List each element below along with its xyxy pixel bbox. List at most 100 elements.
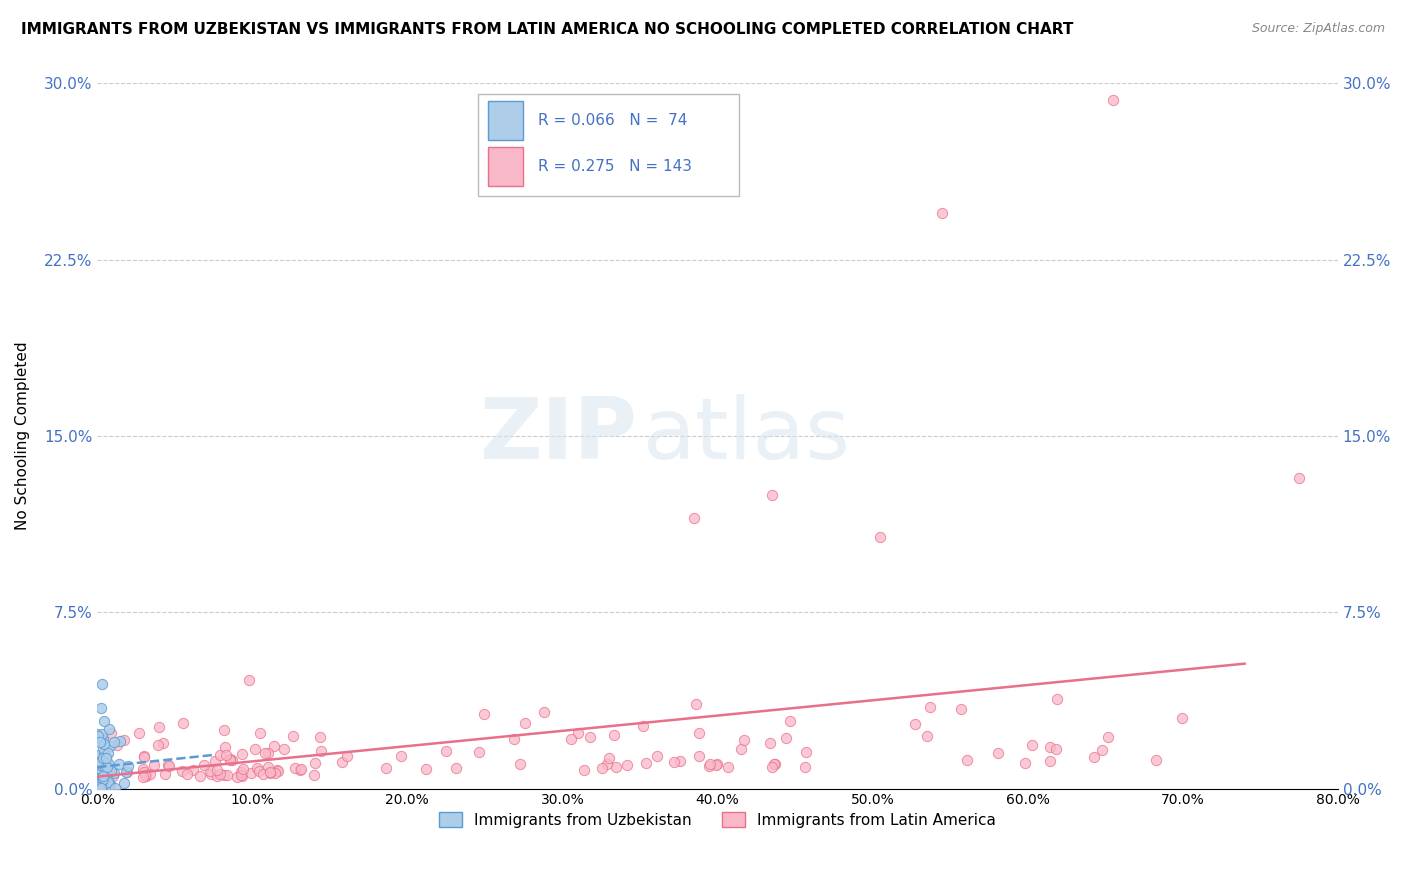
Point — [87, 751, 110, 765]
Point — [513, 716, 536, 731]
Point — [132, 749, 155, 764]
Point — [112, 733, 135, 747]
Point — [86, 767, 108, 781]
Point — [931, 205, 953, 219]
Point — [238, 673, 260, 687]
Point — [591, 760, 613, 774]
Point — [688, 749, 710, 764]
Point — [243, 742, 266, 756]
Text: R = 0.275   N = 143: R = 0.275 N = 143 — [537, 159, 692, 174]
Point — [90, 774, 112, 789]
Point — [112, 776, 135, 790]
Point — [697, 759, 720, 773]
Point — [616, 758, 638, 772]
Point — [134, 768, 156, 782]
Point — [1170, 710, 1192, 724]
Point — [93, 714, 115, 728]
Point — [91, 677, 114, 691]
Point — [664, 755, 686, 769]
Point — [1046, 692, 1069, 706]
Point — [598, 750, 620, 764]
Point — [96, 778, 118, 792]
Point — [259, 765, 281, 780]
Point — [90, 733, 112, 747]
Point — [596, 756, 619, 771]
Point — [231, 769, 253, 783]
Point — [706, 757, 728, 772]
Point — [87, 767, 110, 781]
Point — [172, 764, 194, 778]
Point — [204, 754, 226, 768]
Text: R = 0.066   N =  74: R = 0.066 N = 74 — [537, 113, 688, 128]
Point — [704, 758, 727, 772]
Point — [247, 764, 270, 778]
Point — [91, 727, 114, 741]
Point — [214, 723, 236, 737]
Point — [252, 767, 274, 781]
Point — [763, 757, 786, 772]
Point — [1101, 93, 1123, 107]
Point — [142, 757, 165, 772]
Point — [90, 701, 112, 715]
Point — [87, 776, 110, 790]
Point — [217, 767, 239, 781]
Point — [249, 726, 271, 740]
Point — [98, 778, 121, 792]
Point — [239, 766, 262, 780]
Point — [86, 726, 108, 740]
Point — [949, 702, 972, 716]
Point — [205, 769, 228, 783]
Point — [915, 729, 938, 743]
Point — [94, 772, 117, 787]
Point — [283, 729, 305, 743]
Point — [273, 741, 295, 756]
Point — [97, 775, 120, 789]
Point — [94, 750, 117, 764]
Point — [1097, 731, 1119, 745]
Point — [100, 764, 122, 779]
Point — [645, 749, 668, 764]
FancyBboxPatch shape — [488, 101, 523, 140]
Point — [225, 770, 247, 784]
Point — [93, 775, 115, 789]
Point — [633, 719, 655, 733]
Point — [472, 706, 495, 721]
Point — [172, 716, 194, 731]
Point — [232, 762, 254, 776]
Point — [90, 776, 112, 790]
Point — [221, 754, 243, 768]
Point — [176, 767, 198, 781]
Point — [91, 774, 114, 789]
Point — [86, 772, 108, 787]
Point — [89, 778, 111, 792]
Point — [253, 746, 276, 760]
Point — [90, 780, 112, 794]
Text: atlas: atlas — [643, 394, 851, 477]
Point — [94, 768, 117, 782]
Point — [208, 766, 231, 780]
Point — [685, 698, 707, 712]
Point — [533, 705, 555, 719]
Point — [97, 746, 120, 760]
Point — [188, 768, 211, 782]
Point — [103, 766, 125, 780]
Point — [699, 757, 721, 772]
Point — [103, 735, 125, 749]
Point — [91, 751, 114, 765]
Point — [1146, 754, 1168, 768]
Point — [86, 762, 108, 776]
Point — [148, 719, 170, 733]
Point — [152, 736, 174, 750]
Point — [89, 756, 111, 770]
Point — [267, 764, 290, 779]
Point — [90, 781, 112, 796]
Point — [200, 767, 222, 781]
Point — [263, 739, 285, 753]
Point — [87, 756, 110, 770]
Point — [135, 769, 157, 783]
Point — [290, 763, 312, 777]
Point — [108, 734, 131, 748]
Point — [134, 764, 156, 779]
Point — [794, 745, 817, 759]
Point — [231, 765, 253, 780]
